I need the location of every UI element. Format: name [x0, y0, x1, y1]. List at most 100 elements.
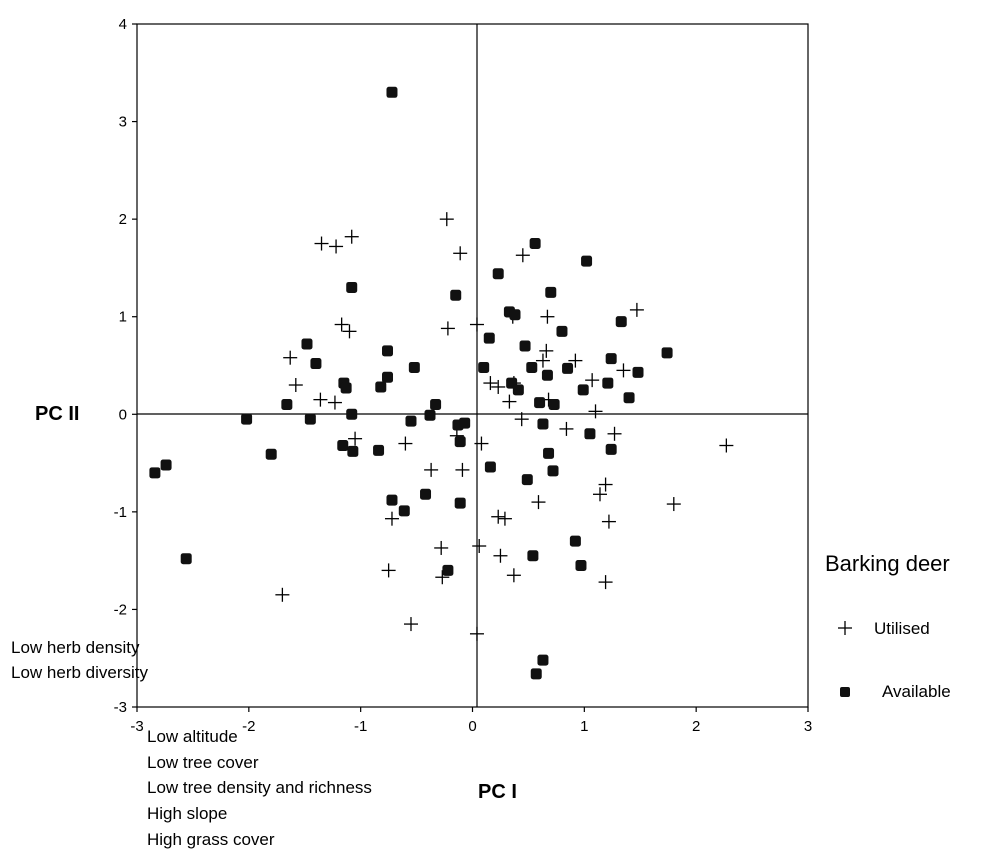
- x-tick-label: 3: [804, 718, 812, 735]
- y-tick-label: -2: [114, 601, 127, 618]
- point-available: [623, 392, 635, 404]
- point-available: [575, 560, 587, 572]
- point-available: [442, 564, 454, 576]
- point-available: [373, 444, 385, 456]
- series-available-marks: [149, 86, 673, 680]
- point-utilised: [491, 379, 506, 394]
- point-available: [484, 461, 496, 473]
- point-available: [420, 488, 432, 500]
- point-available: [529, 238, 541, 250]
- point-available: [548, 399, 560, 411]
- point-available: [337, 440, 349, 452]
- point-utilised: [616, 363, 631, 378]
- point-utilised: [483, 376, 498, 391]
- x-tick-label: 2: [692, 718, 700, 735]
- point-utilised: [453, 246, 468, 261]
- point-utilised: [601, 514, 616, 529]
- point-utilised: [329, 239, 344, 254]
- point-utilised: [283, 350, 298, 365]
- point-utilised: [497, 511, 512, 526]
- point-utilised: [506, 568, 521, 583]
- series-utilised-marks: [275, 212, 734, 641]
- point-available: [398, 505, 410, 517]
- x-axis-ticks: -3 -2 -1 0 1 2 3: [130, 707, 812, 735]
- point-available: [405, 415, 417, 427]
- point-available: [454, 497, 466, 509]
- point-utilised: [440, 321, 455, 336]
- plot-frame: [136, 23, 809, 708]
- legend: Barking deer Utilised Available: [825, 551, 951, 701]
- point-available: [512, 384, 524, 396]
- point-available: [577, 384, 589, 396]
- point-utilised: [515, 248, 530, 263]
- point-available: [340, 382, 352, 394]
- point-available: [541, 369, 553, 381]
- annotation-low-tree-density-richness: Low tree density and richness: [147, 778, 372, 797]
- annotation-high-slope: High slope: [147, 804, 227, 823]
- point-available: [454, 436, 466, 448]
- pc2-negative-annotation: Low herb density Low herb diversity: [11, 638, 149, 682]
- point-available: [605, 443, 617, 455]
- point-available: [521, 474, 533, 486]
- point-utilised: [288, 378, 303, 393]
- point-available: [509, 309, 521, 321]
- annotation-high-grass-cover: High grass cover: [147, 830, 275, 849]
- y-tick-label: -1: [114, 504, 127, 521]
- annotation-low-altitude: Low altitude: [147, 727, 238, 746]
- point-utilised: [502, 394, 517, 409]
- y-axis-ticks: -3 -2 -1 0 1 2 3 4: [114, 16, 137, 716]
- point-available: [519, 340, 531, 352]
- point-available: [310, 358, 322, 370]
- legend-label-utilised: Utilised: [874, 619, 930, 638]
- point-utilised: [598, 477, 613, 492]
- point-available: [584, 428, 596, 440]
- y-tick-label: 1: [119, 309, 127, 326]
- point-available: [149, 467, 161, 479]
- point-utilised: [469, 626, 484, 641]
- point-utilised: [559, 421, 574, 436]
- x-axis-title: PC I: [478, 781, 517, 803]
- point-available: [537, 418, 549, 430]
- annotation-low-herb-density: Low herb density: [11, 638, 140, 657]
- point-utilised: [588, 404, 603, 419]
- point-available: [569, 535, 581, 547]
- point-available: [304, 413, 316, 425]
- point-utilised: [455, 462, 470, 477]
- point-available: [545, 286, 557, 298]
- point-utilised: [629, 302, 644, 317]
- point-utilised: [607, 426, 622, 441]
- point-utilised: [313, 392, 328, 407]
- point-utilised: [472, 539, 487, 554]
- point-utilised: [493, 548, 508, 563]
- point-available: [160, 459, 172, 471]
- point-available: [547, 465, 559, 477]
- point-utilised: [334, 317, 349, 332]
- point-available: [615, 316, 627, 328]
- point-utilised: [585, 373, 600, 388]
- point-utilised: [398, 436, 413, 451]
- y-tick-label: 0: [119, 406, 127, 423]
- point-utilised: [403, 617, 418, 632]
- y-tick-label: 3: [119, 114, 127, 131]
- y-tick-label: -3: [114, 699, 127, 716]
- point-available: [382, 371, 394, 383]
- point-available: [241, 413, 253, 425]
- point-available: [530, 668, 542, 680]
- point-utilised: [469, 317, 484, 332]
- point-utilised: [540, 309, 555, 324]
- x-tick-label: -1: [354, 718, 367, 735]
- point-available: [661, 347, 673, 359]
- point-available: [382, 345, 394, 357]
- point-utilised: [539, 343, 554, 358]
- point-available: [492, 268, 504, 280]
- point-available: [375, 381, 387, 393]
- annotation-low-herb-diversity: Low herb diversity: [11, 663, 149, 682]
- point-available: [459, 417, 471, 429]
- point-utilised: [514, 412, 529, 427]
- point-utilised: [666, 497, 681, 512]
- point-utilised: [592, 487, 607, 502]
- point-utilised: [535, 353, 550, 368]
- point-utilised: [424, 462, 439, 477]
- point-utilised: [314, 236, 329, 251]
